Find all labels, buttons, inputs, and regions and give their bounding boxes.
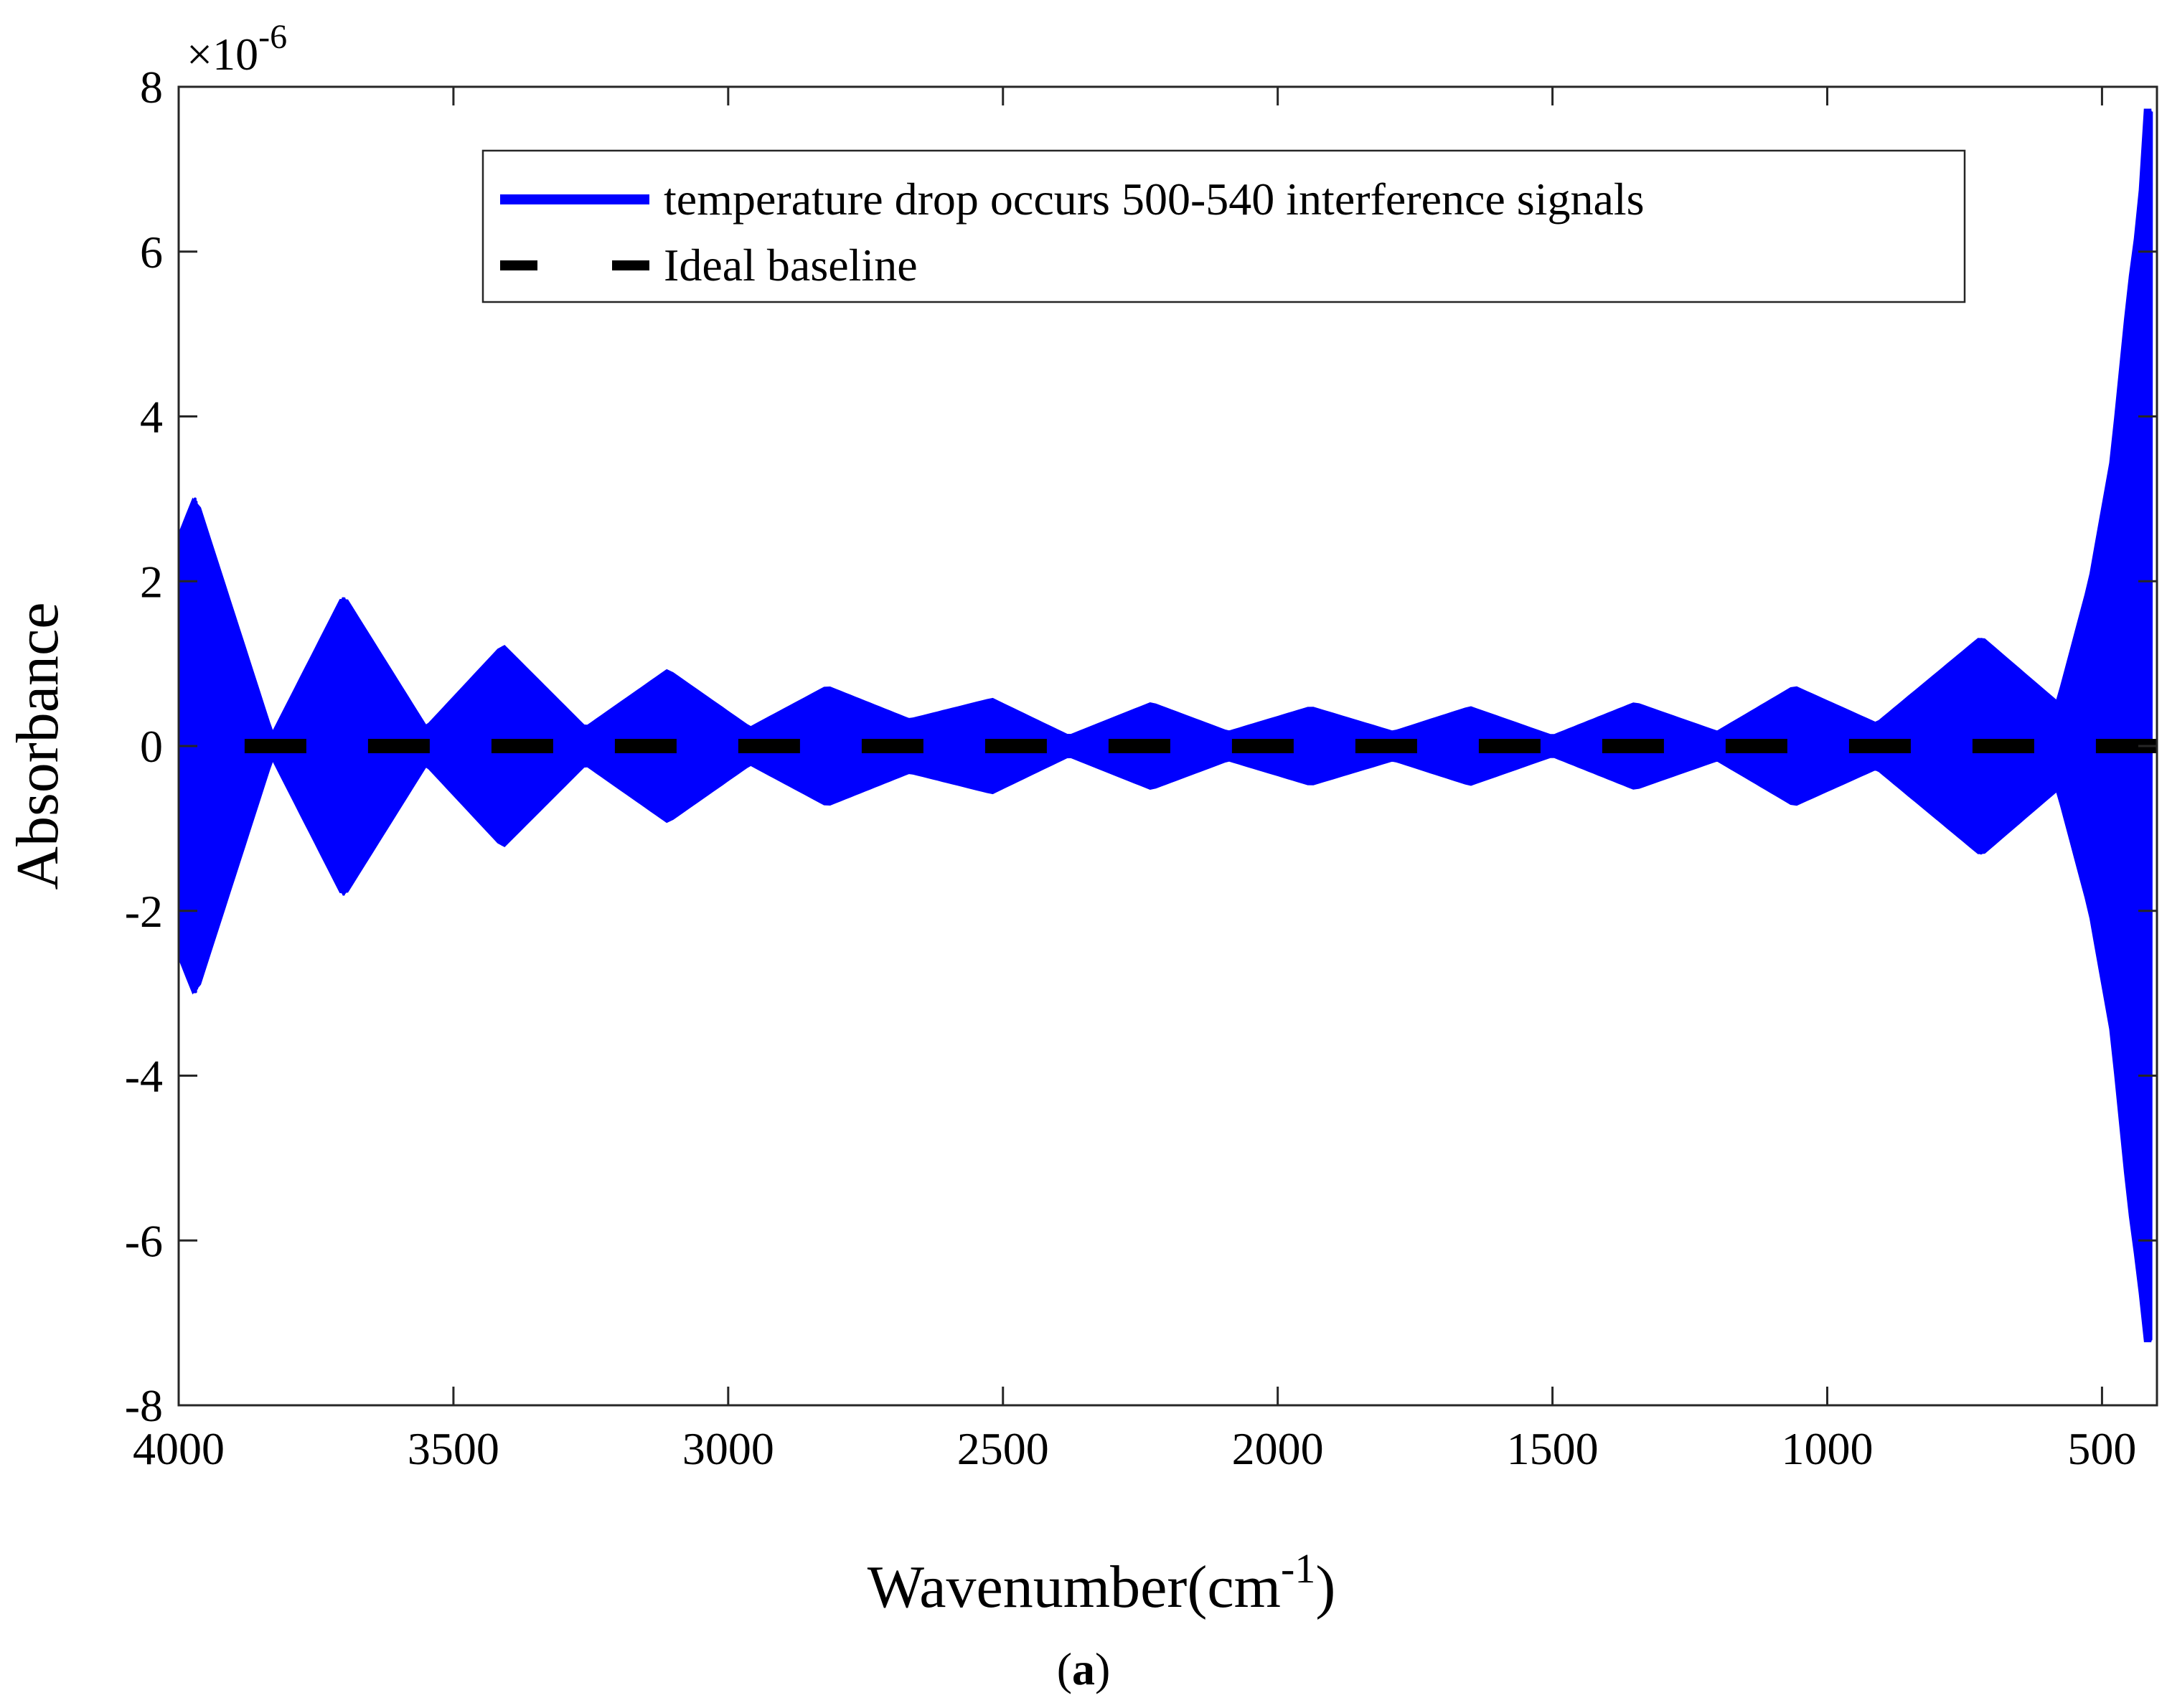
legend-label-series-1: temperature drop occurs 500-540 interfer… <box>664 174 1645 225</box>
series-layer <box>179 108 2157 1343</box>
x-tick-label: 1500 <box>1507 1423 1599 1474</box>
panel-label: (a) <box>1057 1643 1111 1694</box>
panel-label-open: ( <box>1057 1643 1072 1694</box>
x-axis-label-close: ) <box>1315 1554 1335 1620</box>
y-tick-label: 0 <box>140 721 163 772</box>
series-envelope-lower <box>179 747 2152 1343</box>
y-tick-label: -6 <box>125 1215 163 1266</box>
y-tick-label: 4 <box>140 392 163 443</box>
panel-label-close: ) <box>1095 1643 1110 1694</box>
y-tick-label: 8 <box>140 62 163 113</box>
x-tick-label: 3000 <box>682 1423 774 1474</box>
x-tick-label: 2000 <box>1232 1423 1324 1474</box>
legend-label-series-2: Ideal baseline <box>664 240 918 291</box>
y-axis-label: Absorbance <box>4 602 71 890</box>
y-tick-label: -4 <box>125 1051 163 1102</box>
x-tick-label: 500 <box>2067 1423 2136 1474</box>
panel-label-letter: a <box>1072 1643 1095 1694</box>
y-axis: 8 6 4 2 0 -2 -4 -6 -8 <box>125 62 2157 1431</box>
y-exponent-prefix: ×10 <box>187 29 258 80</box>
y-tick-label: 2 <box>140 556 163 607</box>
x-axis-label: Wavenumber(cm-1) <box>868 1545 1336 1620</box>
x-tick-label: 4000 <box>133 1423 225 1474</box>
x-tick-label: 3500 <box>408 1423 499 1474</box>
series-envelope-upper <box>179 108 2152 745</box>
x-axis-label-superscript: -1 <box>1281 1545 1315 1592</box>
y-tick-label: 6 <box>140 227 163 278</box>
x-axis: 4000 3500 3000 2500 2000 1500 1000 500 <box>133 87 2136 1474</box>
x-tick-label: 1000 <box>1782 1423 1874 1474</box>
x-tick-label: 2500 <box>957 1423 1049 1474</box>
legend-box <box>481 149 1966 303</box>
y-tick-label: -2 <box>125 886 163 937</box>
y-tick-label: -8 <box>125 1380 163 1431</box>
y-exponent-label: ×10-6 <box>187 18 287 80</box>
y-exponent-power: -6 <box>258 18 287 56</box>
legend: temperature drop occurs 500-540 interfer… <box>481 149 1966 303</box>
x-axis-label-main: Wavenumber(cm <box>868 1554 1281 1620</box>
